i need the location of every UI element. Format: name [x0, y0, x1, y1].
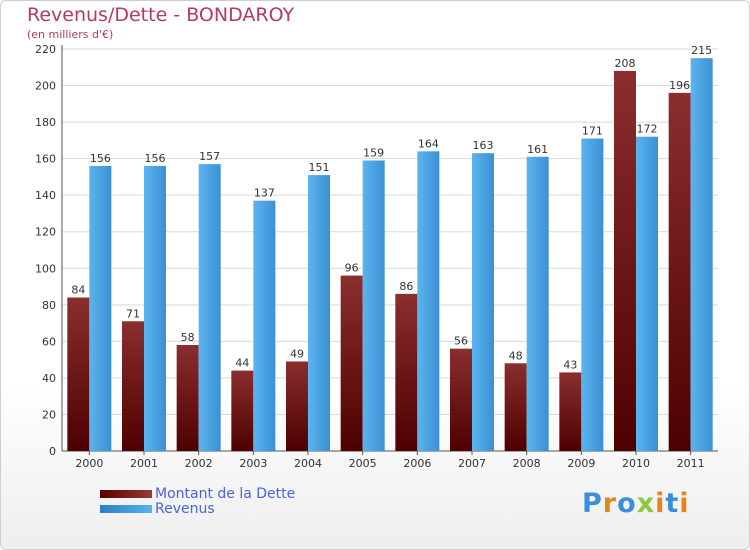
debt-bar: [286, 361, 308, 451]
debt-value-label: 96: [345, 262, 359, 275]
brand-letter: P: [582, 488, 603, 519]
debt-value-label: 84: [71, 284, 85, 297]
y-tick-label: 80: [42, 299, 56, 312]
x-tick-label: 2009: [567, 457, 595, 470]
debt-value-label: 44: [235, 357, 249, 370]
revenue-bar: [253, 200, 276, 451]
debt-bar: [67, 297, 90, 451]
revenue-value-label: 164: [418, 137, 439, 150]
revenue-value-label: 156: [90, 152, 111, 165]
debt-bar: [504, 363, 527, 451]
x-tick-label: 2005: [349, 457, 377, 470]
legend: Montant de la Dette Revenus: [100, 485, 296, 517]
y-tick-label: 220: [35, 43, 56, 56]
brand-letter: t: [665, 488, 680, 519]
legend-item-debt: Montant de la Dette: [100, 485, 296, 502]
revenue-value-label: 156: [145, 152, 166, 165]
legend-label-debt: Montant de la Dette: [155, 485, 296, 502]
debt-bar: [176, 345, 199, 451]
debt-value-label: 58: [181, 331, 195, 344]
debt-bar: [231, 370, 254, 451]
debt-bar: [614, 70, 636, 451]
revenue-bar: [144, 165, 166, 452]
brand-letter: i: [679, 488, 690, 519]
y-tick-label: 0: [49, 445, 56, 458]
chart-subtitle: (en milliers d'€): [27, 28, 114, 41]
debt-value-label: 49: [290, 347, 304, 360]
revenue-value-label: 215: [691, 44, 712, 57]
revenue-bar: [472, 153, 494, 451]
y-tick-label: 100: [35, 262, 56, 275]
y-tick-label: 20: [42, 408, 56, 421]
revenue-bar: [636, 136, 658, 451]
chart-title: Revenus/Dette - BONDAROY: [27, 4, 295, 26]
revenue-bar: [308, 175, 330, 451]
revenue-bar: [362, 160, 385, 452]
x-tick-label: 2010: [622, 457, 650, 470]
revenue-value-label: 137: [254, 187, 275, 200]
y-tick-label: 140: [35, 189, 56, 202]
revenue-value-label: 171: [582, 125, 603, 138]
x-tick-label: 2000: [75, 457, 103, 470]
x-tick-label: 2004: [294, 457, 322, 470]
debt-bar: [668, 92, 691, 451]
x-tick-label: 2002: [185, 457, 213, 470]
legend-swatch-revenue: [100, 504, 152, 513]
revenue-bar: [198, 164, 221, 452]
revenue-bar: [526, 156, 549, 452]
debt-bar: [559, 372, 582, 451]
revenue-value-label: 159: [363, 146, 384, 159]
debt-value-label: 71: [126, 307, 140, 320]
debt-value-label: 208: [615, 57, 636, 70]
brand-logo: Proxiti: [582, 488, 690, 519]
brand-letter: r: [602, 488, 618, 519]
revenue-bar: [89, 165, 112, 452]
revenue-bar: [417, 151, 440, 451]
y-tick-label: 120: [35, 226, 56, 239]
debt-bar: [340, 275, 363, 451]
y-tick-label: 200: [35, 80, 56, 93]
debt-bar: [122, 321, 144, 451]
x-tick-label: 2011: [677, 457, 705, 470]
debt-value-label: 196: [669, 79, 690, 92]
y-tick-label: 40: [42, 372, 56, 385]
x-tick-label: 2008: [513, 457, 541, 470]
revenue-bar: [581, 138, 604, 451]
revenue-value-label: 172: [637, 123, 658, 136]
legend-swatch-debt: [100, 489, 152, 498]
debt-value-label: 43: [563, 358, 577, 371]
x-tick-label: 2006: [403, 457, 431, 470]
x-tick-label: 2003: [239, 457, 267, 470]
debt-bar: [450, 348, 472, 451]
debt-value-label: 56: [454, 335, 468, 348]
revenue-value-label: 157: [199, 150, 220, 163]
x-tick-label: 2001: [130, 457, 158, 470]
brand-letter: i: [655, 488, 666, 519]
legend-item-revenue: Revenus: [100, 500, 295, 517]
debt-value-label: 48: [509, 349, 523, 362]
brand-letter: o: [617, 488, 637, 519]
x-tick-label: 2007: [458, 457, 486, 470]
y-tick-label: 60: [42, 335, 56, 348]
revenue-bar: [690, 58, 713, 452]
debt-value-label: 86: [399, 280, 413, 293]
revenue-value-label: 161: [527, 143, 548, 156]
revenue-value-label: 163: [473, 139, 494, 152]
revenue-value-label: 151: [309, 161, 330, 174]
debt-bar: [395, 293, 418, 451]
legend-label-revenue: Revenus: [155, 500, 215, 517]
y-tick-label: 180: [35, 116, 56, 129]
y-tick-label: 160: [35, 153, 56, 166]
brand-letter: x: [636, 488, 656, 519]
